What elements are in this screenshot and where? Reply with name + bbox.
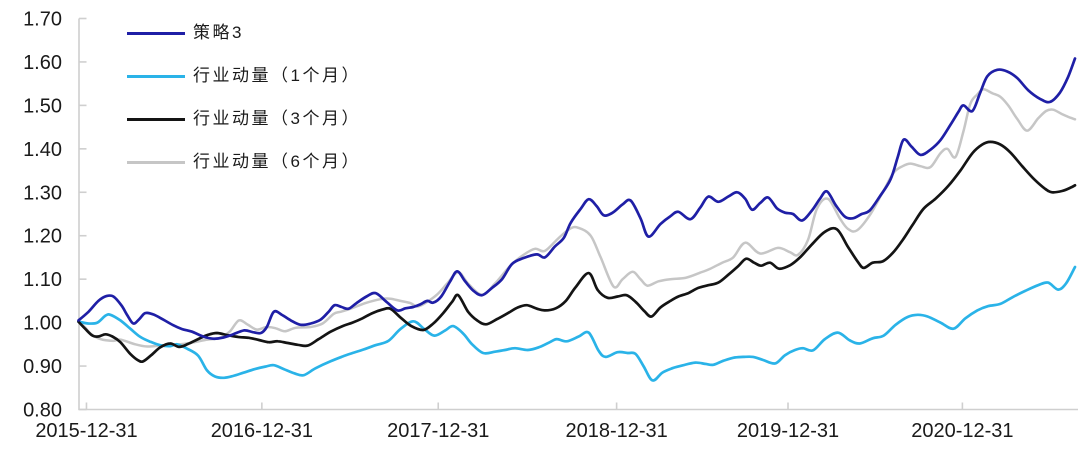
y-tick-label: 1.00 <box>23 313 62 335</box>
x-tick-label: 2020-12-31 <box>911 420 1013 442</box>
momentum-6m-line-swatch <box>127 160 185 164</box>
legend-label-momentum-3m: 行业动量（3个月） <box>193 109 361 128</box>
strategy3-line-swatch <box>127 31 185 35</box>
y-tick-label: 1.70 <box>23 9 62 31</box>
momentum-1m-line-swatch <box>127 74 185 78</box>
x-tick-label: 2019-12-31 <box>737 420 839 442</box>
y-tick-label: 1.30 <box>23 182 62 204</box>
y-tick-label: 1.10 <box>23 269 62 291</box>
x-tick-label: 2016-12-31 <box>211 420 313 442</box>
y-tick-label: 1.20 <box>23 226 62 248</box>
y-tick-label: 1.40 <box>23 139 62 161</box>
legend-label-momentum-6m: 行业动量（6个月） <box>193 152 361 171</box>
y-tick-label: 0.90 <box>23 356 62 378</box>
y-tick-label: 1.60 <box>23 52 62 74</box>
y-tick-label: 0.80 <box>23 400 62 422</box>
legend-item-momentum-1m: 行业动量（1个月） <box>127 65 361 87</box>
legend-item-momentum-3m: 行业动量（3个月） <box>127 108 361 130</box>
x-tick-label: 2015-12-31 <box>35 420 137 442</box>
legend-item-momentum-6m: 行业动量（6个月） <box>127 151 361 173</box>
legend-item-strategy3: 策略3 <box>127 22 244 44</box>
legend-label-momentum-1m: 行业动量（1个月） <box>193 66 361 85</box>
momentum-6m-line <box>77 88 1077 348</box>
y-tick-label: 1.50 <box>23 95 62 117</box>
x-tick-label: 2017-12-31 <box>387 420 489 442</box>
momentum-1m-line <box>77 265 1077 382</box>
momentum-3m-line <box>77 140 1077 364</box>
momentum-3m-line-swatch <box>127 117 185 121</box>
x-tick-label: 2018-12-31 <box>565 420 667 442</box>
strategy3-line <box>77 57 1077 341</box>
legend-label-strategy3: 策略3 <box>193 23 244 42</box>
